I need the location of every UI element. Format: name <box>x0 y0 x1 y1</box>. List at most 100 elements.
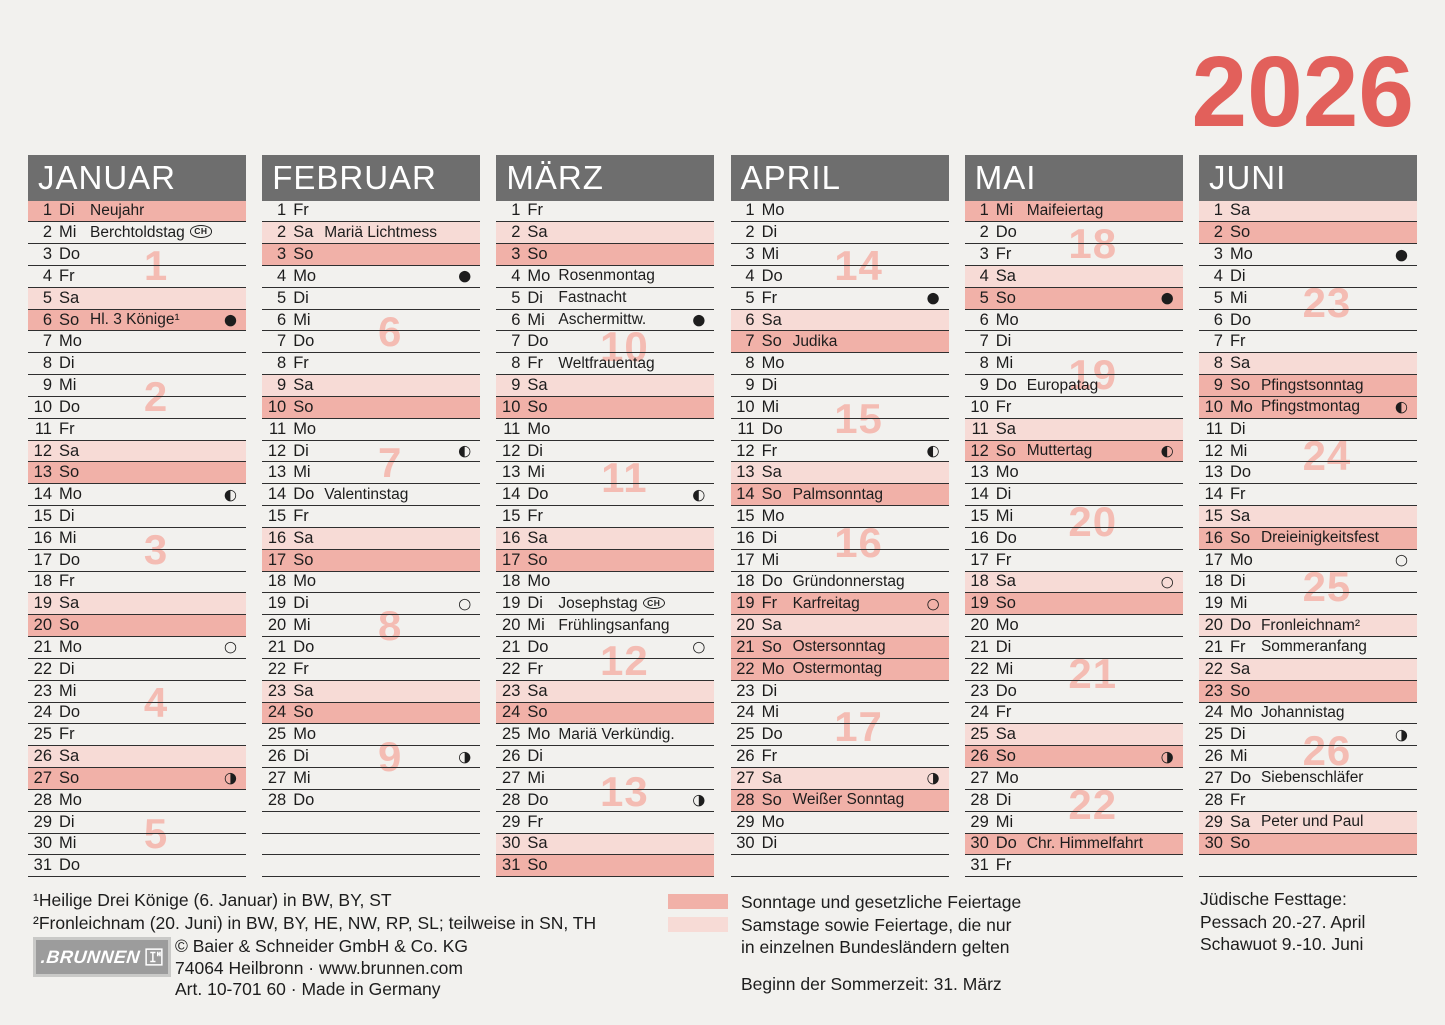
day-row: 8 Fr Weltfrauentag <box>496 353 715 376</box>
weekday-label: Sa <box>527 528 548 547</box>
day-number: 6 <box>42 310 52 329</box>
week-number: 23 <box>1302 279 1352 327</box>
day-number: 25 <box>1204 725 1223 744</box>
weekday-label: Mo <box>761 659 785 678</box>
weekday-label: Mo <box>1229 550 1253 569</box>
weekday-label: Sa <box>293 528 314 547</box>
day-number: 19 <box>1204 594 1223 613</box>
day-row: 5 Di Fastnacht <box>496 288 715 310</box>
day-row: 3 Fr <box>964 244 1183 266</box>
weekday-label: Di <box>527 594 543 613</box>
holiday-label: Mariä Lichtmess <box>324 223 438 241</box>
day-row: 20 Mo <box>964 615 1183 638</box>
weekday-label: Do <box>1229 310 1252 329</box>
day-number: 29 <box>33 812 52 831</box>
day-number: 28 <box>970 790 989 809</box>
day-row: 17 Do <box>28 550 246 572</box>
day-number: 14 <box>970 485 989 504</box>
weekday-label: Do <box>59 703 81 722</box>
day-number: 6 <box>277 310 287 329</box>
weekday-label: Di <box>527 747 543 766</box>
holiday-label: Dreieinigkeitsfest <box>1260 529 1379 547</box>
day-number: 8 <box>511 354 521 373</box>
weekday-label: Sa <box>995 266 1016 285</box>
moon-phase-full-icon: ○ <box>1394 550 1408 569</box>
moon-phase-new-icon: ● <box>1394 245 1408 264</box>
day-number: 6 <box>979 310 989 329</box>
day-number: 16 <box>33 528 52 547</box>
day-number: 8 <box>1213 354 1223 373</box>
week-number: 25 <box>1302 563 1352 611</box>
weekday-label: Di <box>1229 419 1246 438</box>
month-rows: 23 24 25 26 1 Sa 2 So 3 Mo ● 4 Di 5 Mi 6 Do 7 Fr 8 Sa 9 So Pfin… <box>1198 200 1417 878</box>
moon-phase-new-icon: ● <box>692 310 706 329</box>
day-number: 13 <box>970 463 989 482</box>
day-number: 31 <box>33 856 52 875</box>
day-row: 14 Mo ◐ <box>28 484 246 507</box>
day-row: 15 Fr <box>496 506 715 528</box>
weekday-label: Do <box>293 790 315 809</box>
day-number: 13 <box>267 463 287 482</box>
day-row: 1 Mi Maifeiertag <box>964 200 1183 223</box>
day-number: 9 <box>745 376 755 395</box>
day-number: 15 <box>502 507 521 525</box>
weekday-label: Di <box>1229 572 1246 591</box>
day-number: 9 <box>1213 376 1223 395</box>
day-row: 14 So Palmsonntag <box>730 484 949 507</box>
weekday-label: Di <box>59 201 75 220</box>
day-row: 26 Sa <box>28 746 246 769</box>
day-row: 12 Di <box>496 441 715 463</box>
day-number: 22 <box>267 659 287 678</box>
day-row: 8 Mi <box>964 353 1183 376</box>
month-rows: 1 2 3 4 5 1 Di Neujahr 2 Mi Berchtoldstag CH 3 Do 4 Fr 5… <box>28 200 246 878</box>
day-number: 8 <box>979 354 989 373</box>
day-number: 22 <box>736 659 755 678</box>
day-number: 25 <box>970 725 989 744</box>
day-row: 23 Sa <box>262 680 481 703</box>
day-row: 10 So <box>496 396 715 419</box>
day-row: 15 Mi <box>964 506 1183 528</box>
holiday-label: Palmsonntag <box>792 485 884 503</box>
day-number: 1 <box>1213 201 1223 220</box>
day-number: 10 <box>736 397 755 416</box>
day-number: 3 <box>1213 245 1223 264</box>
day-row: 3 So <box>262 244 481 266</box>
moon-phase-first-icon: ◐ <box>1394 397 1408 416</box>
day-row: 22 Sa <box>1198 658 1417 681</box>
day-number: 30 <box>736 834 755 853</box>
holiday-label: Pfingstmontag <box>1260 398 1361 416</box>
day-number: 24 <box>970 703 989 722</box>
weekday-label: Mo <box>59 637 82 656</box>
day-number: 17 <box>33 550 52 569</box>
blank-row <box>262 834 481 856</box>
month-rows: 14 15 16 17 1 Mo 2 Di 3 Mi 4 Do 5 Fr ● 6 Sa 7 So Judika 8 Mo 9… <box>730 201 949 878</box>
day-row: 16 Di <box>730 528 949 550</box>
day-number: 18 <box>33 572 52 591</box>
weekday-label: So <box>995 594 1016 613</box>
day-row: 14 Do ◐ <box>496 484 715 507</box>
week-number: 21 <box>1068 650 1118 698</box>
day-row: 27 Mi <box>496 768 715 790</box>
month-rows: 10 11 12 13 1 Fr 2 Sa 3 So 4 Mo Rosenmontag 5 Di Fastna… <box>496 201 715 878</box>
day-number: 27 <box>1204 768 1223 787</box>
weekday-label: Do <box>761 572 783 591</box>
weekday-label: Do <box>293 485 315 504</box>
day-row: 7 Di <box>964 331 1183 354</box>
day-row: 4 Do <box>730 266 949 288</box>
weekday-label: Mi <box>995 201 1014 220</box>
day-number: 9 <box>979 376 989 395</box>
day-row: 11 Do <box>730 419 949 441</box>
weekday-label: Di <box>761 834 778 853</box>
month-title: MÄRZ <box>496 155 715 201</box>
holiday-label: Fastnacht <box>558 289 627 307</box>
weekday-label: Do <box>59 856 81 875</box>
month-title: FEBRUAR <box>262 155 481 201</box>
day-row: 16 Do <box>964 528 1183 550</box>
weekday-label: Sa <box>59 441 80 460</box>
holiday-label: Pfingstsonntag <box>1260 376 1364 394</box>
month-column-februar: FEBRUAR 6 7 8 9 1 Fr 2 Sa Mariä Lichtmess 3 So 4 Mo ● 5… <box>262 155 481 878</box>
day-number: 3 <box>42 245 52 264</box>
day-row: 6 Mi Aschermittw. ● <box>496 310 715 332</box>
day-number: 1 <box>979 201 989 220</box>
day-row: 24 Fr <box>964 703 1183 725</box>
